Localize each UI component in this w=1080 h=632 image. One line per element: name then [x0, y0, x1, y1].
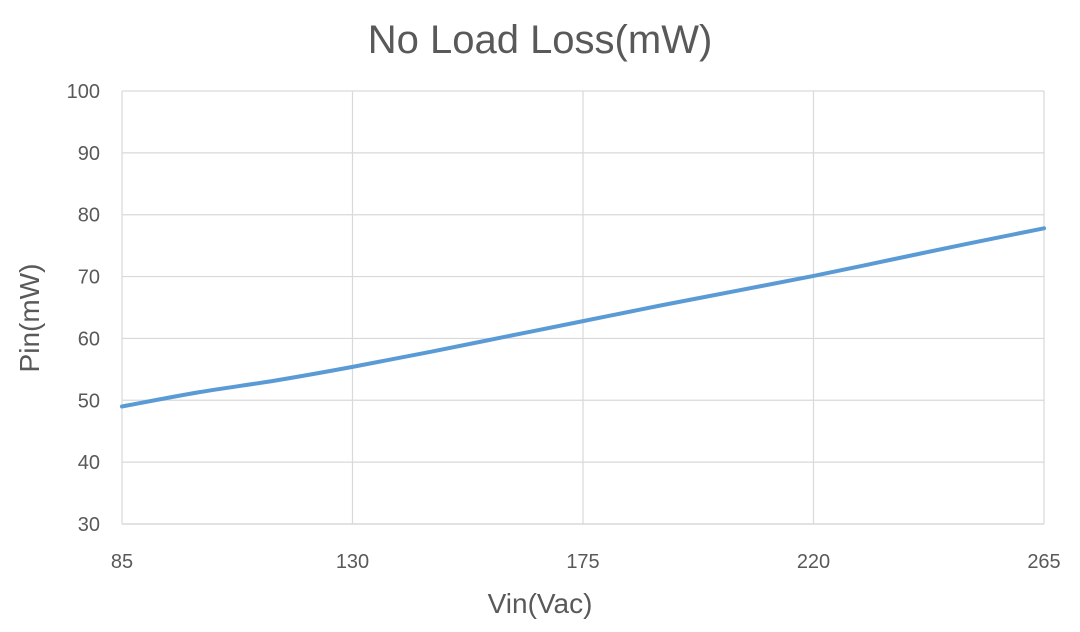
chart-title: No Load Loss(mW): [367, 18, 713, 62]
x-axis-label: Vin(Vac): [487, 588, 593, 619]
x-tick-label: 265: [1027, 551, 1060, 573]
y-tick-label: 90: [78, 143, 100, 165]
y-tick-label: 100: [67, 81, 100, 103]
x-tick-label: 130: [336, 551, 369, 573]
y-tick-label: 30: [78, 514, 100, 536]
x-tick-label: 85: [111, 551, 133, 573]
data-line-pin: [120, 226, 1046, 409]
y-tick-label: 80: [78, 205, 100, 227]
y-tick-label: 40: [78, 452, 100, 474]
y-tick-label: 60: [78, 328, 100, 350]
x-axis-ticks: 85 130 175 220 265: [111, 551, 1061, 573]
y-tick-label: 70: [78, 267, 100, 289]
gridlines: [121, 90, 1045, 525]
y-axis-ticks: 30 40 50 60 70 80 90 100: [67, 81, 100, 536]
x-tick-label: 175: [566, 551, 599, 573]
x-tick-label: 220: [797, 551, 830, 573]
y-tick-label: 50: [78, 390, 100, 412]
